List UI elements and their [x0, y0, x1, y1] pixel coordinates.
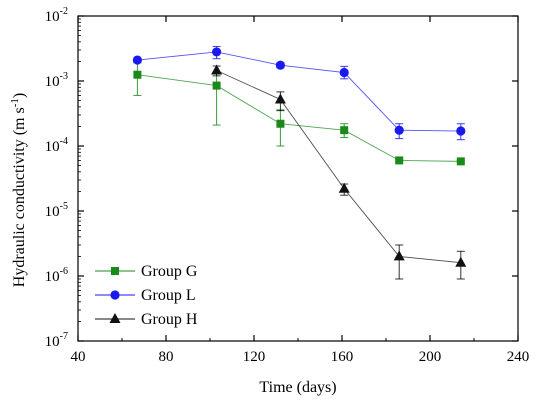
legend-item-group-h: Group H	[95, 311, 198, 328]
data-point	[340, 126, 349, 135]
legend-marker	[109, 313, 121, 323]
series-line	[137, 51, 461, 132]
series-group-l	[132, 45, 466, 141]
data-point	[212, 47, 222, 57]
series-layer	[132, 45, 467, 280]
legend-item-group-l: Group L	[95, 287, 196, 304]
y-tick-label: 10-7	[45, 331, 68, 350]
data-point	[276, 119, 285, 128]
data-point	[455, 256, 467, 267]
y-tick-label: 10-3	[45, 71, 68, 90]
data-point	[456, 157, 465, 166]
series-group-g	[133, 62, 465, 166]
legend: Group G Group L Group H	[95, 263, 198, 328]
x-tick-label: 40	[71, 349, 86, 365]
x-tick-label: 80	[159, 349, 174, 365]
data-point	[339, 67, 349, 78]
data-point	[132, 55, 142, 65]
legend-label: Group L	[141, 287, 196, 304]
legend-item-group-g: Group G	[95, 263, 198, 280]
data-point	[275, 60, 285, 70]
y-tick-label: 10-2	[45, 6, 68, 25]
legend-label: Group H	[141, 311, 198, 328]
data-point	[211, 64, 223, 75]
data-point	[393, 250, 405, 261]
data-point	[133, 70, 142, 79]
x-tick-label: 200	[419, 349, 442, 365]
y-axis-label-sup: -1	[9, 98, 21, 107]
data-point	[212, 81, 221, 90]
y-tick-label: 10-5	[45, 201, 68, 220]
data-point	[394, 125, 404, 135]
x-tick-label: 160	[331, 349, 354, 365]
series-line	[137, 74, 461, 162]
legend-label: Group G	[141, 263, 198, 280]
legend-marker	[111, 267, 119, 275]
y-axis-label-main: Hydraulic conductivity (m s	[11, 107, 28, 287]
x-axis-label: Time (days)	[259, 379, 336, 396]
y-axis-label-close: )	[11, 93, 28, 98]
y-tick-label: 10-6	[45, 266, 68, 285]
ticks: 40 80 120 160 200 240 10-2 10-3 10-4 10-5 10-6 10-7	[45, 6, 530, 365]
x-tick-label: 120	[243, 349, 266, 365]
series-line	[216, 70, 461, 264]
y-axis-label: Hydraulic conductivity (m s-1)	[9, 93, 28, 287]
data-point	[274, 93, 286, 104]
series-group-h	[211, 64, 467, 280]
data-point	[395, 156, 404, 165]
x-tick-label: 240	[507, 349, 530, 365]
data-point	[338, 182, 350, 193]
y-tick-label: 10-4	[45, 136, 68, 155]
legend-marker	[110, 290, 120, 300]
data-point	[456, 126, 466, 136]
